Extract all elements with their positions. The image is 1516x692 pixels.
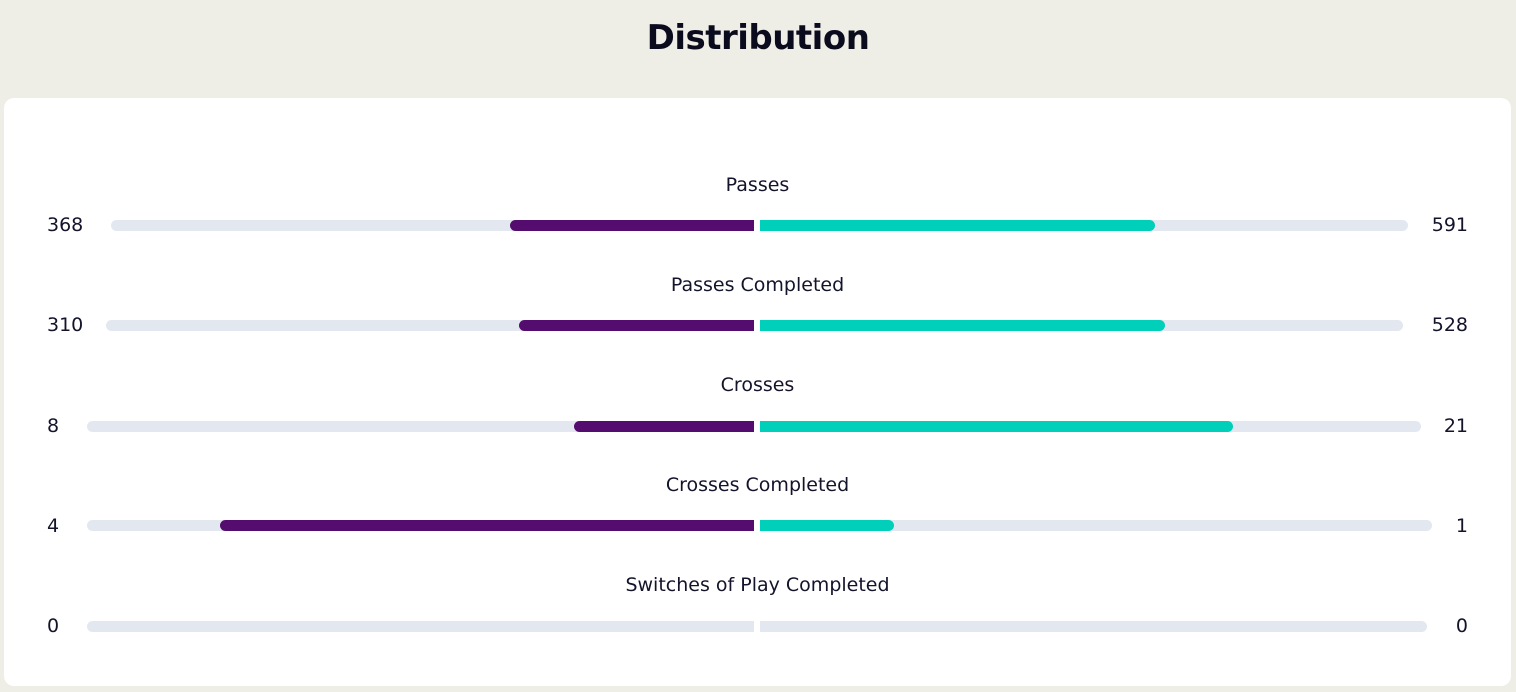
away-bar-fill	[760, 320, 1166, 331]
home-bar-track	[87, 421, 754, 432]
section-title: Distribution	[646, 18, 870, 58]
away-bar-track	[760, 520, 1432, 531]
away-value: 21	[1443, 415, 1468, 437]
away-value: 0	[1455, 615, 1468, 637]
stat-label: Switches of Play Completed	[625, 574, 890, 596]
away-bar-track	[760, 220, 1408, 231]
away-bar-track	[760, 421, 1421, 432]
away-value: 528	[1431, 314, 1468, 336]
distribution-card: Passes 368 591 Passes Completed 310 528 …	[4, 98, 1511, 686]
home-bar-track	[87, 520, 754, 531]
stat-label: Passes	[725, 174, 790, 196]
away-bar-track	[760, 621, 1427, 632]
home-value: 8	[47, 415, 60, 437]
stat-row-crosses-completed: Crosses Completed 4 1	[4, 473, 1511, 563]
away-bar-fill	[760, 520, 895, 531]
stat-row-passes: Passes 368 591	[4, 173, 1511, 263]
stat-label: Crosses	[720, 374, 795, 396]
away-value: 591	[1431, 214, 1468, 236]
stat-label: Passes Completed	[670, 274, 845, 296]
home-bar-fill	[220, 520, 754, 531]
away-bar-track	[760, 320, 1403, 331]
home-value: 4	[47, 515, 60, 537]
home-bar-fill	[573, 421, 754, 432]
home-bar-track	[111, 220, 754, 231]
stat-row-switches-of-play-completed: Switches of Play Completed 0 0	[4, 573, 1511, 663]
away-value: 1	[1455, 515, 1468, 537]
home-value: 310	[47, 314, 84, 336]
home-bar-fill	[509, 220, 754, 231]
home-bar-fill	[518, 320, 754, 331]
home-bar-track	[87, 621, 754, 632]
home-value: 0	[47, 615, 60, 637]
stat-row-passes-completed: Passes Completed 310 528	[4, 273, 1511, 363]
away-bar-fill	[760, 421, 1233, 432]
stat-row-crosses: Crosses 8 21	[4, 373, 1511, 463]
away-bar-fill	[760, 220, 1156, 231]
stat-label: Crosses Completed	[665, 474, 850, 496]
home-bar-track	[106, 320, 754, 331]
home-value: 368	[47, 214, 84, 236]
